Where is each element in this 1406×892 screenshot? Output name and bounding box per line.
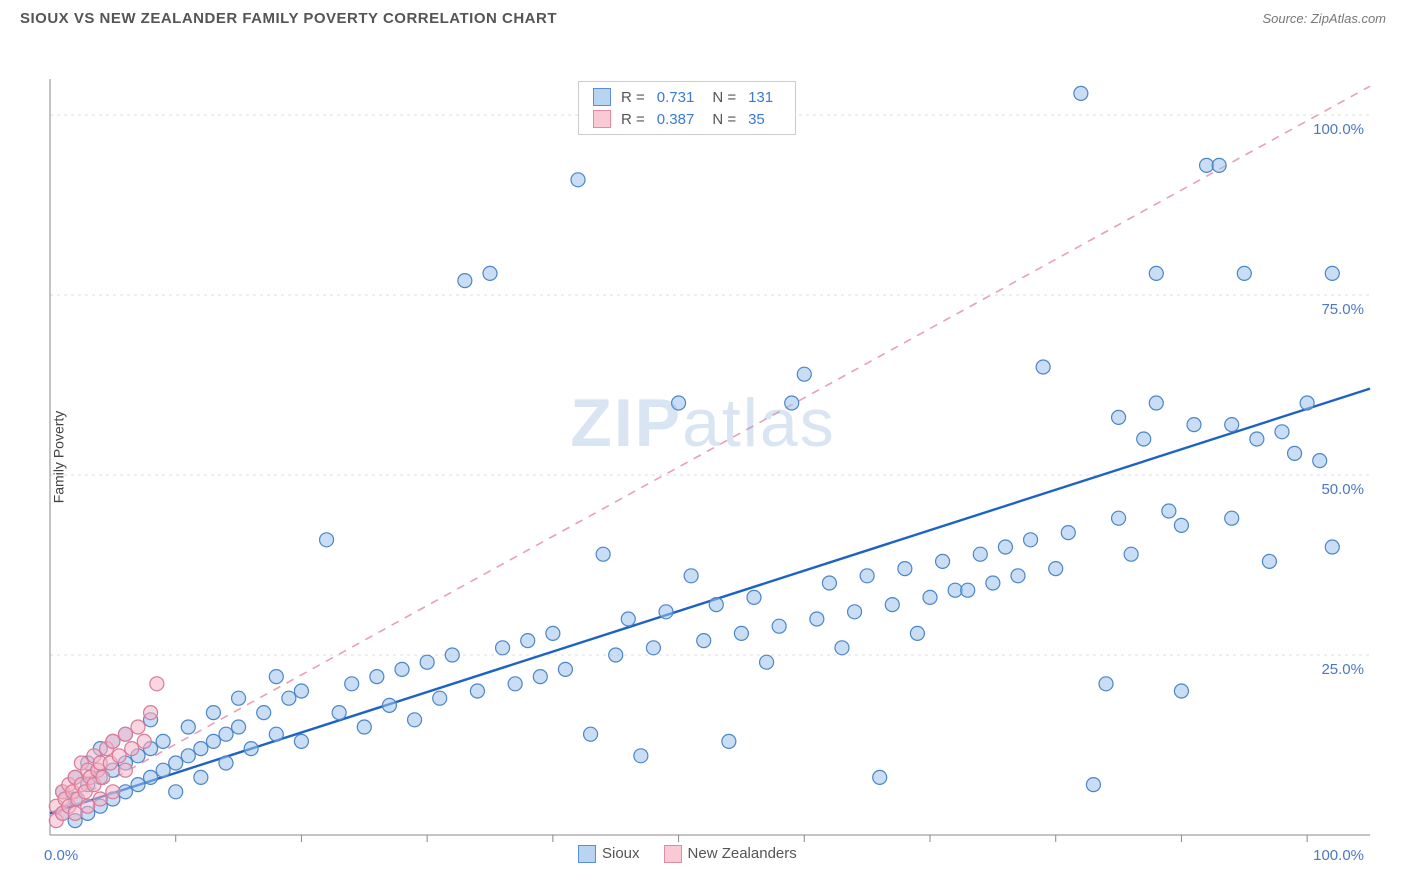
y-tick-label: 100.0% — [1313, 121, 1364, 138]
chart-area: Family Poverty ZIPatlas R =0.731N =131R … — [0, 31, 1406, 883]
y-axis-label: Family Poverty — [50, 411, 66, 504]
legend-item: New Zealanders — [664, 845, 797, 863]
series-legend: Sioux New Zealanders — [578, 845, 797, 863]
stats-legend-row: R =0.731N =131 — [579, 86, 795, 108]
stats-legend: R =0.731N =131R =0.387N =35 — [578, 81, 796, 135]
x-tick-label: 0.0% — [44, 847, 78, 864]
y-tick-label: 75.0% — [1321, 301, 1364, 318]
chart-source: Source: ZipAtlas.com — [1262, 11, 1386, 26]
x-tick-label: 100.0% — [1313, 847, 1364, 864]
y-tick-label: 25.0% — [1321, 661, 1364, 678]
scatter-plot-svg — [0, 31, 1406, 883]
y-tick-label: 50.0% — [1321, 481, 1364, 498]
chart-header: SIOUX VS NEW ZEALANDER FAMILY POVERTY CO… — [0, 0, 1406, 31]
chart-title: SIOUX VS NEW ZEALANDER FAMILY POVERTY CO… — [20, 10, 557, 27]
stats-legend-row: R =0.387N =35 — [579, 108, 795, 130]
legend-item: Sioux — [578, 845, 640, 863]
